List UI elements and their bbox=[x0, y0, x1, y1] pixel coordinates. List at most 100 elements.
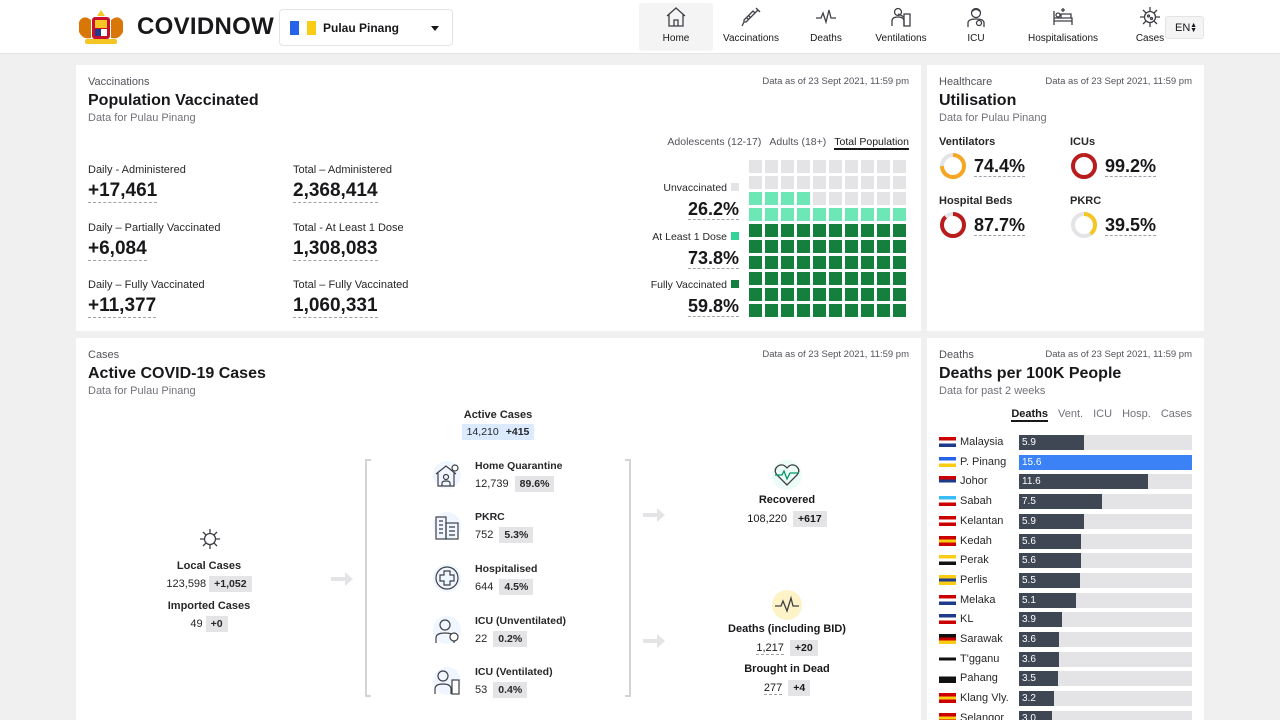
tab-total-population[interactable]: Total Population bbox=[834, 136, 909, 150]
util-value[interactable]: 74.4% bbox=[974, 155, 1026, 177]
tab-hosp[interactable]: Hosp. bbox=[1122, 408, 1151, 420]
legend-value[interactable]: 73.8% bbox=[687, 248, 739, 269]
donut-ring-icon bbox=[1071, 153, 1097, 179]
main-nav: Home Vaccinations Deaths Ventilations IC… bbox=[639, 3, 1187, 51]
waffle-cell bbox=[845, 272, 858, 285]
flow-label: Brought in Dead bbox=[744, 663, 830, 675]
waffle-cell bbox=[893, 304, 906, 317]
legend-value[interactable]: 26.2% bbox=[687, 199, 739, 220]
waffle-cell bbox=[861, 192, 874, 205]
util-value[interactable]: 99.2% bbox=[1105, 155, 1157, 177]
bar-row-sabah[interactable]: Sabah 7.5 bbox=[939, 494, 1192, 510]
bar-row-selangor[interactable]: Selangor 3.0 bbox=[939, 710, 1192, 720]
bar: 5.6 bbox=[1019, 533, 1082, 549]
waffle-cell bbox=[781, 208, 794, 221]
flow-value[interactable]: 277 bbox=[763, 682, 783, 695]
waffle-cell bbox=[765, 288, 778, 301]
nav-label: Hospitalisations bbox=[1027, 33, 1099, 44]
nav-icu[interactable]: ICU bbox=[939, 3, 1013, 51]
bar-value: 5.6 bbox=[1022, 555, 1036, 567]
state-flag-icon bbox=[939, 555, 956, 566]
tab-adolescents[interactable]: Adolescents (12-17) bbox=[667, 136, 762, 148]
waffle-cell bbox=[861, 288, 874, 301]
waffle-cell bbox=[781, 272, 794, 285]
bar-row-melaka[interactable]: Melaka 5.1 bbox=[939, 592, 1192, 608]
nav-vaccinations[interactable]: Vaccinations bbox=[713, 3, 789, 51]
tab-vent[interactable]: Vent. bbox=[1058, 408, 1084, 420]
tab-adults[interactable]: Adults (18+) bbox=[769, 136, 827, 148]
stat-value[interactable]: +6,084 bbox=[88, 238, 147, 261]
flow-value[interactable]: 1,217 bbox=[756, 642, 784, 655]
waffle-cell bbox=[861, 240, 874, 253]
bar-track: 3.6 bbox=[1019, 632, 1192, 647]
util-label: ICUs bbox=[1070, 136, 1096, 148]
legend-value[interactable]: 59.8% bbox=[687, 296, 739, 317]
waffle-cell bbox=[861, 208, 874, 221]
stat-value[interactable]: +17,461 bbox=[88, 180, 158, 203]
bar-label: Melaka bbox=[960, 593, 996, 606]
nav-deaths[interactable]: Deaths bbox=[789, 3, 863, 51]
util-value[interactable]: 39.5% bbox=[1105, 214, 1157, 236]
card-title: Utilisation bbox=[939, 92, 1017, 109]
state-selector[interactable]: Pulau Pinang bbox=[279, 9, 453, 46]
coat-of-arms-logo[interactable] bbox=[75, 8, 127, 46]
bar-row-sarawak[interactable]: Sarawak 3.6 bbox=[939, 632, 1192, 647]
nav-cases[interactable]: Cases bbox=[1113, 3, 1187, 51]
hospital-bed-icon bbox=[1053, 8, 1073, 25]
card-subtitle: Data for Pulau Pinang bbox=[88, 385, 196, 397]
waffle-cell bbox=[781, 288, 794, 301]
card-subtitle: Data for past 2 weeks bbox=[939, 385, 1046, 397]
stat-value[interactable]: 2,368,414 bbox=[293, 180, 378, 203]
stat-value[interactable]: 1,060,331 bbox=[293, 295, 378, 318]
waffle-cell bbox=[749, 288, 762, 301]
stat-value[interactable]: +11,377 bbox=[88, 295, 157, 318]
flow-value: 752 bbox=[475, 529, 494, 541]
bar-row-kl[interactable]: KL 3.9 bbox=[939, 612, 1192, 628]
donut-fill bbox=[1071, 212, 1097, 238]
bar-row-kedah[interactable]: Kedah 5.6 bbox=[939, 533, 1192, 549]
waffle-cell bbox=[765, 256, 778, 269]
waffle-cell bbox=[893, 160, 906, 173]
util-value[interactable]: 87.7% bbox=[974, 214, 1026, 236]
tab-deaths[interactable]: Deaths bbox=[1011, 408, 1049, 422]
flow-label: ICU (Unventilated) bbox=[475, 615, 567, 627]
nav-hospitalisations[interactable]: Hospitalisations bbox=[1013, 3, 1113, 51]
bar-value: 3.6 bbox=[1022, 634, 1036, 645]
stat-value[interactable]: 1,308,083 bbox=[293, 238, 378, 261]
waffle-cell bbox=[797, 272, 810, 285]
waffle-cell bbox=[877, 256, 890, 269]
waffle-cell bbox=[765, 160, 778, 173]
bar: 11.6 bbox=[1019, 474, 1148, 490]
brand-title[interactable]: COVIDNOW bbox=[137, 13, 275, 40]
bar: 7.5 bbox=[1019, 494, 1103, 510]
nav-home[interactable]: Home bbox=[639, 3, 713, 51]
bar-row-pahang[interactable]: Pahang 3.5 bbox=[939, 671, 1192, 687]
bar-row-johor[interactable]: Johor 11.6 bbox=[939, 474, 1192, 490]
card-title: Population Vaccinated bbox=[88, 92, 259, 109]
nav-label: Ventilations bbox=[875, 33, 927, 44]
language-selector[interactable]: EN ▲ ▼ bbox=[1165, 16, 1204, 39]
tab-icu[interactable]: ICU bbox=[1093, 408, 1113, 420]
bar-row-p-pinang[interactable]: P. Pinang 15.6 bbox=[939, 454, 1192, 470]
bar-row-t-gganu[interactable]: T'gganu 3.6 bbox=[939, 651, 1192, 667]
state-flag-icon bbox=[939, 693, 956, 704]
waffle-cell bbox=[845, 288, 858, 301]
bar-value: 3.5 bbox=[1022, 673, 1036, 685]
nav-ventilations[interactable]: Ventilations bbox=[863, 3, 939, 51]
waffle-cell bbox=[861, 176, 874, 189]
tab-cases[interactable]: Cases bbox=[1160, 408, 1192, 420]
bar-row-malaysia[interactable]: Malaysia 5.9 bbox=[939, 435, 1192, 450]
bar: 3.6 bbox=[1019, 632, 1059, 647]
metric-tabs: Deaths Vent. ICU Hosp. Cases bbox=[1011, 408, 1192, 422]
bar-row-klang-vly-[interactable]: Klang Vly. 3.2 bbox=[939, 691, 1192, 707]
bar-row-kelantan[interactable]: Kelantan 5.9 bbox=[939, 513, 1192, 529]
pulse-icon bbox=[816, 9, 836, 25]
bar: 3.0 bbox=[1019, 710, 1053, 720]
waffle-cell bbox=[845, 256, 858, 269]
waffle-cell bbox=[765, 272, 778, 285]
bar-row-perlis[interactable]: Perlis 5.5 bbox=[939, 572, 1192, 588]
stat-label: Daily – Fully Vaccinated bbox=[88, 279, 205, 291]
waffle-cell bbox=[813, 240, 826, 253]
bar-row-perak[interactable]: Perak 5.6 bbox=[939, 553, 1192, 569]
card-title: Active COVID-19 Cases bbox=[88, 365, 266, 382]
